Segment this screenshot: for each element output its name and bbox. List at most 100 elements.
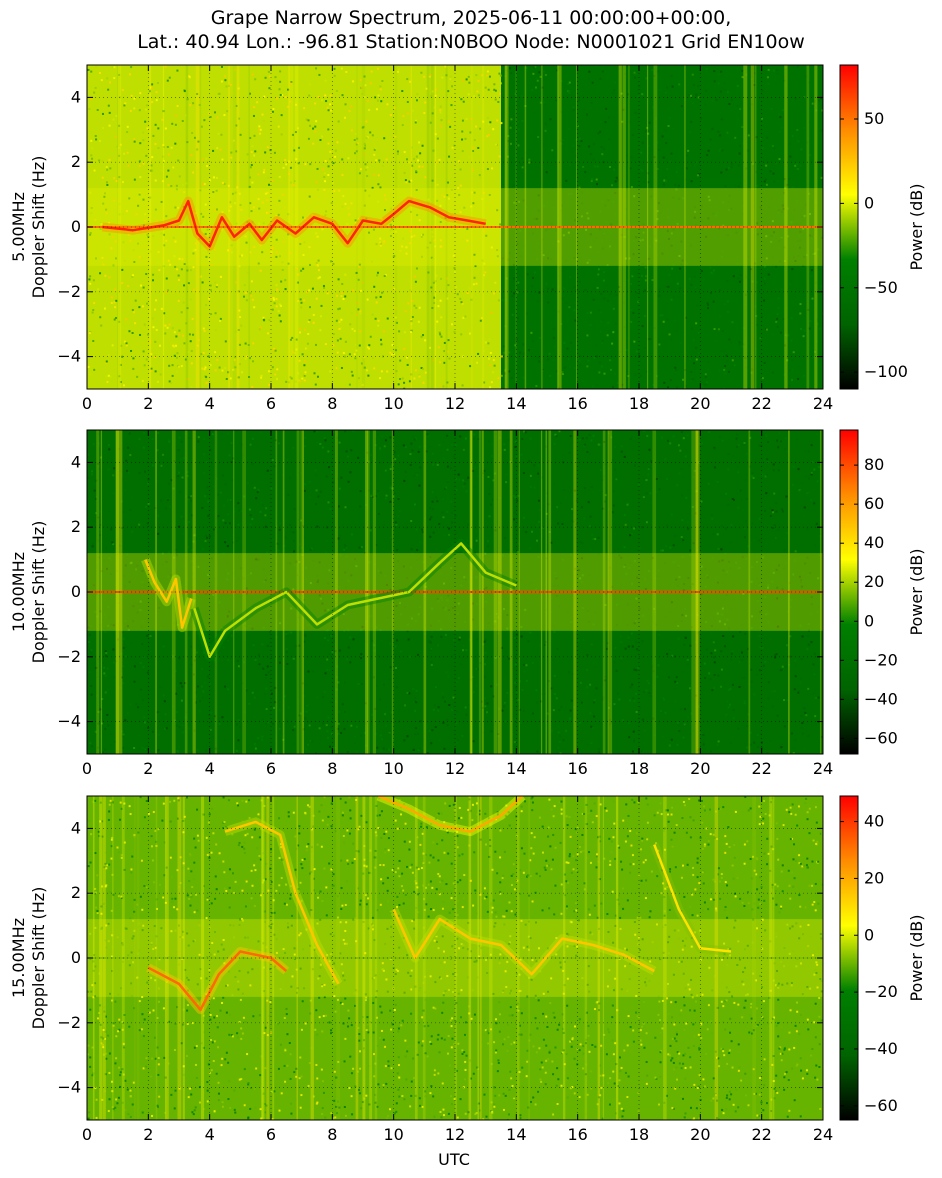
heatmap-cell	[631, 134, 634, 137]
heatmap-cell	[641, 614, 644, 617]
heatmap-cell	[286, 458, 289, 461]
heatmap-cell	[789, 275, 792, 278]
heatmap-cell	[612, 490, 615, 493]
heatmap-cell	[479, 662, 482, 665]
heatmap-cell	[186, 474, 189, 477]
heatmap-cell	[617, 242, 620, 245]
heatmap-cell	[92, 543, 95, 546]
heatmap-cell	[103, 560, 106, 563]
heatmap-cell	[497, 299, 500, 302]
heatmap-cell	[669, 546, 672, 549]
heatmap-cell	[461, 119, 464, 122]
heatmap-cell	[775, 82, 778, 85]
heatmap-cell	[108, 558, 111, 561]
heatmap-cell	[272, 108, 275, 111]
heatmap-cell	[430, 647, 433, 650]
heatmap-cell	[383, 241, 386, 244]
heatmap-cell	[588, 525, 591, 528]
heatmap-cell	[290, 81, 293, 84]
heatmap-cell	[209, 116, 212, 119]
figure-title: Grape Narrow Spectrum, 2025-06-11 00:00:…	[0, 6, 942, 54]
heatmap-cell	[818, 534, 821, 537]
heatmap-cell	[683, 723, 686, 726]
heatmap-cell	[723, 386, 726, 389]
heatmap-cell	[253, 134, 256, 137]
heatmap-cell	[294, 714, 297, 717]
heatmap-cell	[642, 359, 645, 362]
heatmap-cell	[651, 106, 654, 109]
heatmap-cell	[329, 508, 332, 511]
heatmap-cell	[323, 436, 326, 439]
heatmap-cell	[126, 125, 129, 128]
heatmap-cell	[101, 698, 104, 701]
heatmap-cell	[229, 377, 232, 380]
heatmap-cell	[457, 602, 460, 605]
heatmap-cell	[415, 306, 418, 309]
heatmap-cell	[253, 496, 256, 499]
heatmap-cell	[517, 698, 520, 701]
heatmap-cell	[723, 368, 726, 371]
colorbar-tick-label: −100	[864, 362, 908, 381]
heatmap-cell	[409, 80, 412, 83]
heatmap-cell	[353, 735, 356, 738]
heatmap-cell	[112, 624, 115, 627]
heatmap-cell	[496, 209, 499, 212]
heatmap-cell	[784, 344, 787, 347]
heatmap-cell	[87, 453, 90, 456]
heatmap-cell	[694, 174, 697, 177]
heatmap-cell	[701, 385, 704, 388]
heatmap-cell	[427, 271, 430, 274]
heatmap-cell	[553, 674, 556, 677]
heatmap-cell	[344, 116, 347, 119]
heatmap-cell	[633, 737, 636, 740]
heatmap-cell	[380, 639, 383, 642]
heatmap-cell	[574, 319, 577, 322]
heatmap-cell	[297, 299, 300, 302]
heatmap-cell	[710, 652, 713, 655]
heatmap-cell	[221, 369, 224, 372]
heatmap-cell	[344, 571, 347, 574]
heatmap-cell	[302, 694, 305, 697]
heatmap-cell	[337, 566, 340, 569]
heatmap-cell	[89, 233, 92, 236]
heatmap-cell	[609, 538, 612, 541]
heatmap-cell	[434, 644, 437, 647]
heatmap-cell	[390, 353, 393, 356]
heatmap-cell	[484, 341, 487, 344]
heatmap-cell	[341, 173, 344, 176]
heatmap-cell	[238, 363, 241, 366]
heatmap-cell	[384, 713, 387, 716]
heatmap-cell	[218, 723, 221, 726]
heatmap-cell	[746, 746, 749, 749]
heatmap-cell	[123, 104, 126, 107]
heatmap-cell	[237, 87, 240, 90]
heatmap-cell	[497, 655, 500, 658]
heatmap-cell	[726, 279, 729, 282]
heatmap-cell	[289, 476, 292, 479]
heatmap-cell	[528, 460, 531, 463]
heatmap-cell	[653, 530, 656, 533]
heatmap-cell	[299, 240, 302, 243]
heatmap-cell	[549, 375, 552, 378]
heatmap-cell	[432, 463, 435, 466]
heatmap-cell	[797, 364, 800, 367]
heatmap-cell	[419, 618, 422, 621]
heatmap-cell	[321, 135, 324, 138]
heatmap-cell	[522, 352, 525, 355]
heatmap-cell	[140, 541, 143, 544]
heatmap-cell	[212, 593, 215, 596]
heatmap-cell	[441, 385, 444, 388]
heatmap-cell	[115, 299, 118, 302]
heatmap-cell	[226, 639, 229, 642]
heatmap-cell	[154, 308, 157, 311]
heatmap-cell	[575, 159, 578, 162]
heatmap-cell	[781, 588, 784, 591]
heatmap-plot-0	[87, 65, 823, 389]
heatmap-cell	[271, 538, 274, 541]
heatmap-cell	[758, 583, 761, 586]
heatmap-cell	[633, 699, 636, 702]
heatmap-cell	[234, 366, 237, 369]
heatmap-cell	[429, 624, 432, 627]
heatmap-cell	[680, 536, 683, 539]
heatmap-cell	[691, 378, 694, 381]
